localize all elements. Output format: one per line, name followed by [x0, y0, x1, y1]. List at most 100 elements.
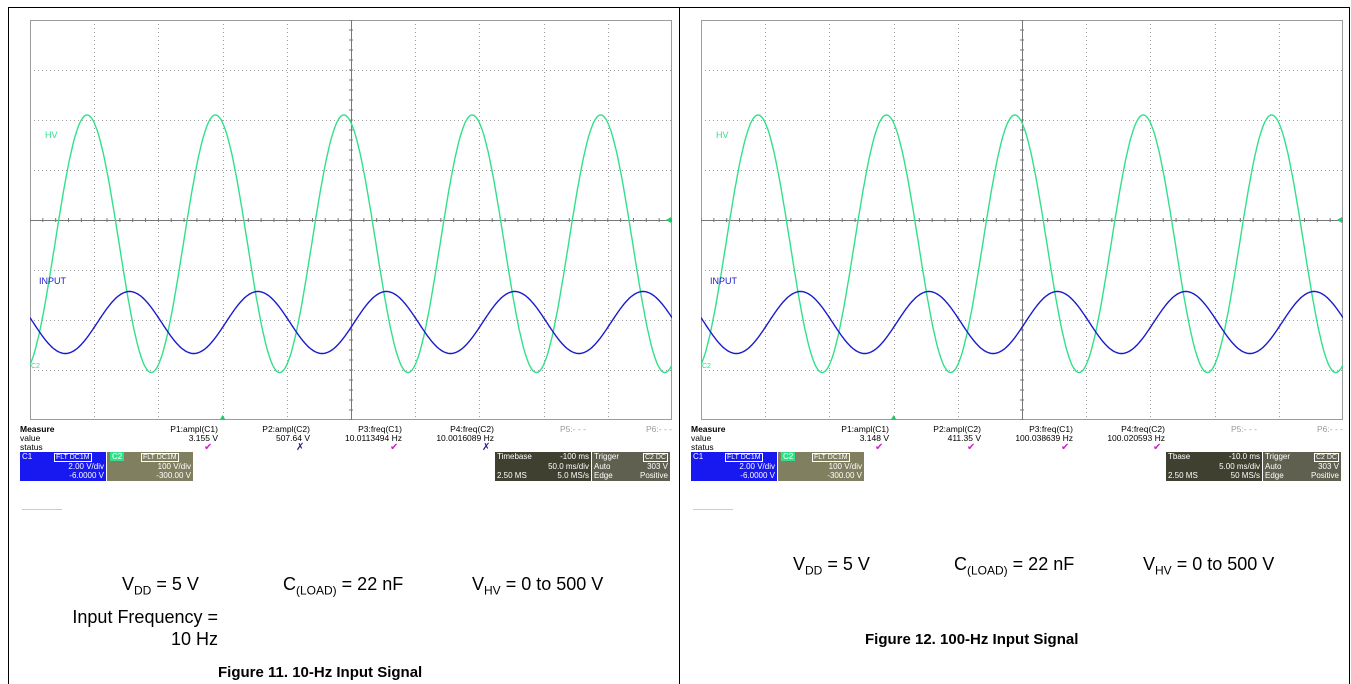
- channel-c2-box[interactable]: C2 FLT DC1M 100 V/div -300.00 V: [107, 452, 193, 481]
- vdd-subscript: DD: [134, 583, 152, 598]
- vhv-value: = 0 to 500 V: [500, 574, 604, 594]
- cload-symbol: C: [954, 554, 967, 574]
- vdd-subscript: DD: [805, 563, 823, 578]
- channel-c2-vdiv: 100 V/div: [828, 462, 862, 471]
- timebase-label: Timebase: [497, 452, 532, 461]
- status-cross-icon: ✗: [296, 442, 305, 453]
- trigger-slope: Positive: [1310, 471, 1339, 480]
- measure-row-value: value: [20, 433, 41, 443]
- channel-c1-id: C1: [693, 452, 704, 461]
- status-check-icon: ✔: [204, 442, 213, 453]
- input-label: INPUT: [39, 276, 67, 286]
- vhv-value: = 0 to 500 V: [1171, 554, 1275, 574]
- channel-c1-vdiv: 2.00 V/div: [739, 462, 775, 471]
- vdd-symbol: V: [122, 574, 135, 594]
- series-hv-line: [30, 114, 672, 374]
- vhv-subscript: HV: [484, 583, 501, 598]
- timebase-box[interactable]: Tbase -10.0 ms 5.00 ms/div 2.50 MS 50 MS…: [1166, 452, 1262, 481]
- channel-c2-vdiv: 100 V/div: [157, 462, 191, 471]
- measure-col-name: P2:ampl(C2): [933, 424, 981, 434]
- scope-plot-11: HV INPUT C2: [30, 20, 672, 420]
- cload-subscript: (LOAD): [967, 563, 1008, 578]
- input-frequency-note: Input Frequency = 10 Hz: [28, 606, 218, 650]
- measure-col-value: 411.35 V: [947, 433, 981, 443]
- channel-c1-offset: -6.0000 V: [740, 471, 775, 480]
- timebase-div: 5.00 ms/div: [1219, 462, 1260, 471]
- trigger-label: Trigger: [1265, 452, 1291, 461]
- status-check-icon: ✔: [875, 442, 884, 453]
- trigger-box[interactable]: Trigger C2 DC Auto 303 V Edge Positive: [1263, 452, 1341, 481]
- trigger-level: 303 V: [1318, 462, 1339, 471]
- cload-value: = 22 nF: [336, 574, 404, 594]
- measure-row-value: value: [691, 433, 712, 443]
- measure-row-status: status: [691, 442, 714, 452]
- timebase-div: 50.0 ms/div: [548, 462, 589, 471]
- trigger-time-marker: [890, 415, 897, 420]
- measure-col-name: P4:freq(C2): [1121, 424, 1165, 434]
- frame-middle-divider: [679, 7, 680, 684]
- vdd-symbol: V: [793, 554, 806, 574]
- measure-col-value: 3.155 V: [188, 433, 218, 443]
- series-input-line: [30, 290, 672, 355]
- channel-c1-offset: -6.0000 V: [69, 471, 104, 480]
- timebase-rate: 50 MS/s: [1230, 471, 1260, 480]
- figure-12-panel: HV INPUT C2 Measure value status P1:ampl(C…: [679, 7, 1350, 684]
- condition-cload: C(LOAD) = 22 nF: [954, 554, 1074, 581]
- figure-11-panel: HV INPUT C2 Measure value status P1:ampl(C…: [8, 7, 679, 684]
- measure-col-value: 507.64 V: [275, 433, 310, 443]
- measure-header: Measure: [20, 424, 55, 434]
- status-check-icon: ✔: [967, 442, 976, 453]
- condition-vdd: VDD = 5 V: [793, 554, 870, 581]
- vhv-symbol: V: [472, 574, 485, 594]
- scope-screen-11: HV INPUT C2: [30, 20, 672, 420]
- status-check-icon: ✔: [390, 442, 399, 453]
- timebase-delay: -10.0 ms: [1228, 452, 1260, 461]
- vhv-subscript: HV: [1155, 563, 1172, 578]
- channel-c1-box[interactable]: C1 FLT DC1M 2.00 V/div -6.0000 V: [691, 452, 777, 481]
- channel-c1-box[interactable]: C1 FLT DC1M 2.00 V/div -6.0000 V: [20, 452, 106, 481]
- channel-c2-box[interactable]: C2 FLT DC1M 100 V/div -300.00 V: [778, 452, 864, 481]
- condition-vhv: VHV = 0 to 500 V: [1143, 554, 1274, 581]
- trigger-box[interactable]: Trigger C2 DC Auto 303 V Edge Positive: [592, 452, 670, 481]
- vdd-value: = 5 V: [822, 554, 870, 574]
- measure-col-value: 100.020593 Hz: [1107, 433, 1165, 443]
- cload-symbol: C: [283, 574, 296, 594]
- timebase-samples: 2.50 MS: [497, 471, 527, 480]
- measure-row-status: status: [20, 442, 43, 452]
- timebase-box[interactable]: Timebase -100 ms 50.0 ms/div 2.50 MS 5.0…: [495, 452, 591, 481]
- measure-col-value: 3.148 V: [859, 433, 889, 443]
- measure-col-name: P3:freq(C1): [358, 424, 402, 434]
- channel-c2-id: C2: [781, 452, 796, 461]
- condition-cload: C(LOAD) = 22 nF: [283, 574, 403, 601]
- cload-value: = 22 nF: [1007, 554, 1075, 574]
- measure-col-name: P6:- - -: [1317, 424, 1343, 434]
- hv-label: HV: [716, 130, 729, 140]
- trigger-mode: Auto: [1265, 462, 1282, 471]
- channel-c1-id: C1: [22, 452, 33, 461]
- measure-col-value: 10.0113494 Hz: [344, 433, 402, 443]
- measure-col-name: P1:ampl(C1): [841, 424, 889, 434]
- vdd-value: = 5 V: [151, 574, 199, 594]
- vhv-symbol: V: [1143, 554, 1156, 574]
- channel-c1-tags: FLT DC1M: [54, 453, 92, 462]
- frame-right-border: [1349, 7, 1350, 684]
- channel-c2-tags: FLT DC1M: [812, 453, 850, 462]
- trigger-mode: Auto: [594, 462, 611, 471]
- trigger-level-marker: [1337, 217, 1342, 223]
- trigger-label: Trigger: [594, 452, 620, 461]
- measure-col-value: 10.0016089 Hz: [436, 433, 494, 443]
- figure-caption: Figure 12. 100-Hz Input Signal: [865, 631, 1079, 648]
- measure-col-name: P2:ampl(C2): [262, 424, 310, 434]
- input-frequency-line2: 10 Hz: [170, 629, 218, 649]
- cload-subscript: (LOAD): [296, 583, 337, 598]
- trigger-time-marker: [219, 415, 226, 420]
- condition-vdd: VDD = 5 V: [122, 574, 199, 601]
- scope-plot-12: HV INPUT C2: [701, 20, 1343, 420]
- trigger-level: 303 V: [647, 462, 668, 471]
- trigger-level-marker: [666, 217, 671, 223]
- series-hv-line: [701, 114, 1343, 374]
- channel-c2-offset: -300.00 V: [156, 471, 191, 480]
- status-check-icon: ✔: [1061, 442, 1070, 453]
- trigger-type: Edge: [594, 471, 613, 480]
- channel-c1-vdiv: 2.00 V/div: [68, 462, 104, 471]
